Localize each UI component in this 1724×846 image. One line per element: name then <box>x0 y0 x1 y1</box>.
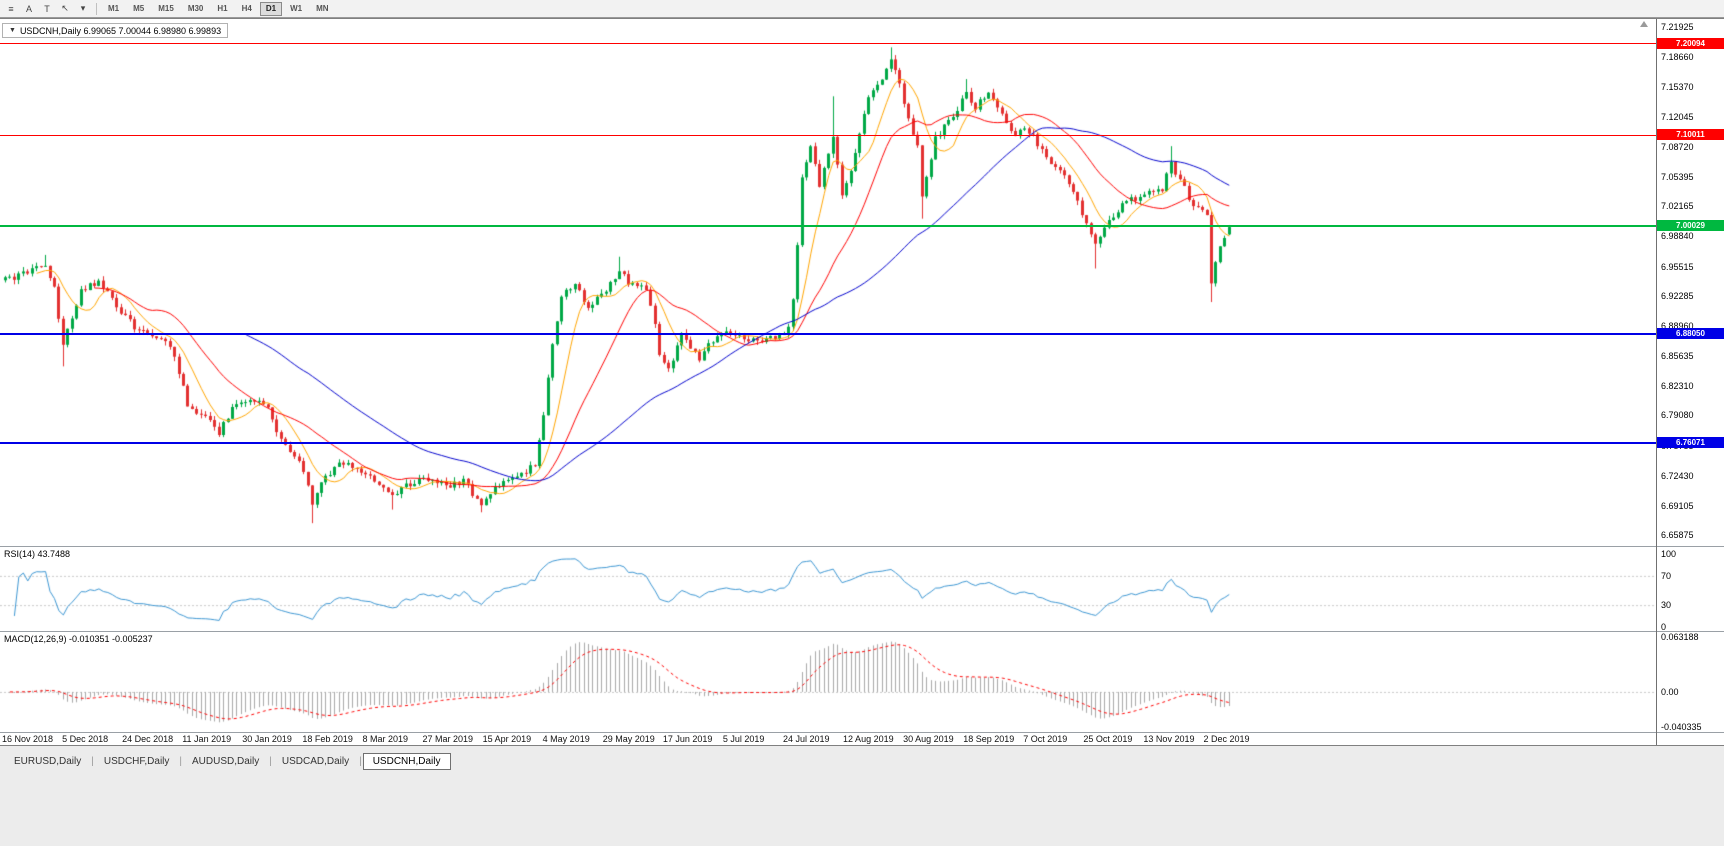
toolbar-separator <box>96 2 97 15</box>
annotate-a-icon[interactable]: A <box>25 3 32 14</box>
text-tool-icon[interactable]: T <box>44 3 50 14</box>
timeframe-m30-button[interactable]: M30 <box>187 4 204 13</box>
timeframe-w1-button[interactable]: W1 <box>290 4 303 13</box>
chart-tab-bar: EURUSD,Daily | USDCHF,Daily | AUDUSD,Daily | U… <box>0 752 1724 771</box>
tab-separator: | <box>359 756 362 767</box>
cursor-tool-icon[interactable]: ↖ <box>61 3 69 13</box>
timeframe-m5-button[interactable]: M5 <box>133 4 145 13</box>
chart-tab-usdchf[interactable]: USDCHF,Daily <box>103 756 170 767</box>
chart-tab-usdcad[interactable]: USDCAD,Daily <box>281 756 350 767</box>
tools-dropdown-caret-icon[interactable]: ▾ <box>80 3 86 13</box>
tab-separator: | <box>269 756 272 767</box>
timeframe-mn-button[interactable]: MN <box>316 4 329 13</box>
timeframe-h1-button[interactable]: H1 <box>217 4 228 13</box>
timeframe-m15-button[interactable]: M15 <box>158 4 174 13</box>
chart-tab-usdcnh[interactable]: USDCNH,Daily <box>362 753 451 770</box>
tab-separator: | <box>179 756 183 767</box>
timeframe-m1-button[interactable]: M1 <box>108 4 120 13</box>
timeframe-buttons-group: M1 M5 M15 M30 H1 H4 D1 W1 MN <box>102 1 335 16</box>
timeframe-h4-button[interactable]: H4 <box>241 4 252 13</box>
tool-icons-group: ≡ A T ↖ ▾ <box>3 1 91 16</box>
chart-tab-eurusd[interactable]: EURUSD,Daily <box>14 756 82 767</box>
timeframe-d1-button[interactable]: D1 <box>259 1 283 16</box>
indicator-list-icon[interactable]: ≡ <box>8 3 14 14</box>
top-toolbar: ≡ A T ↖ ▾ M1 M5 M15 M30 H1 H4 D1 W1 MN <box>0 0 1724 18</box>
chart-tab-audusd[interactable]: AUDUSD,Daily <box>192 756 260 767</box>
tab-separator: | <box>91 756 94 767</box>
